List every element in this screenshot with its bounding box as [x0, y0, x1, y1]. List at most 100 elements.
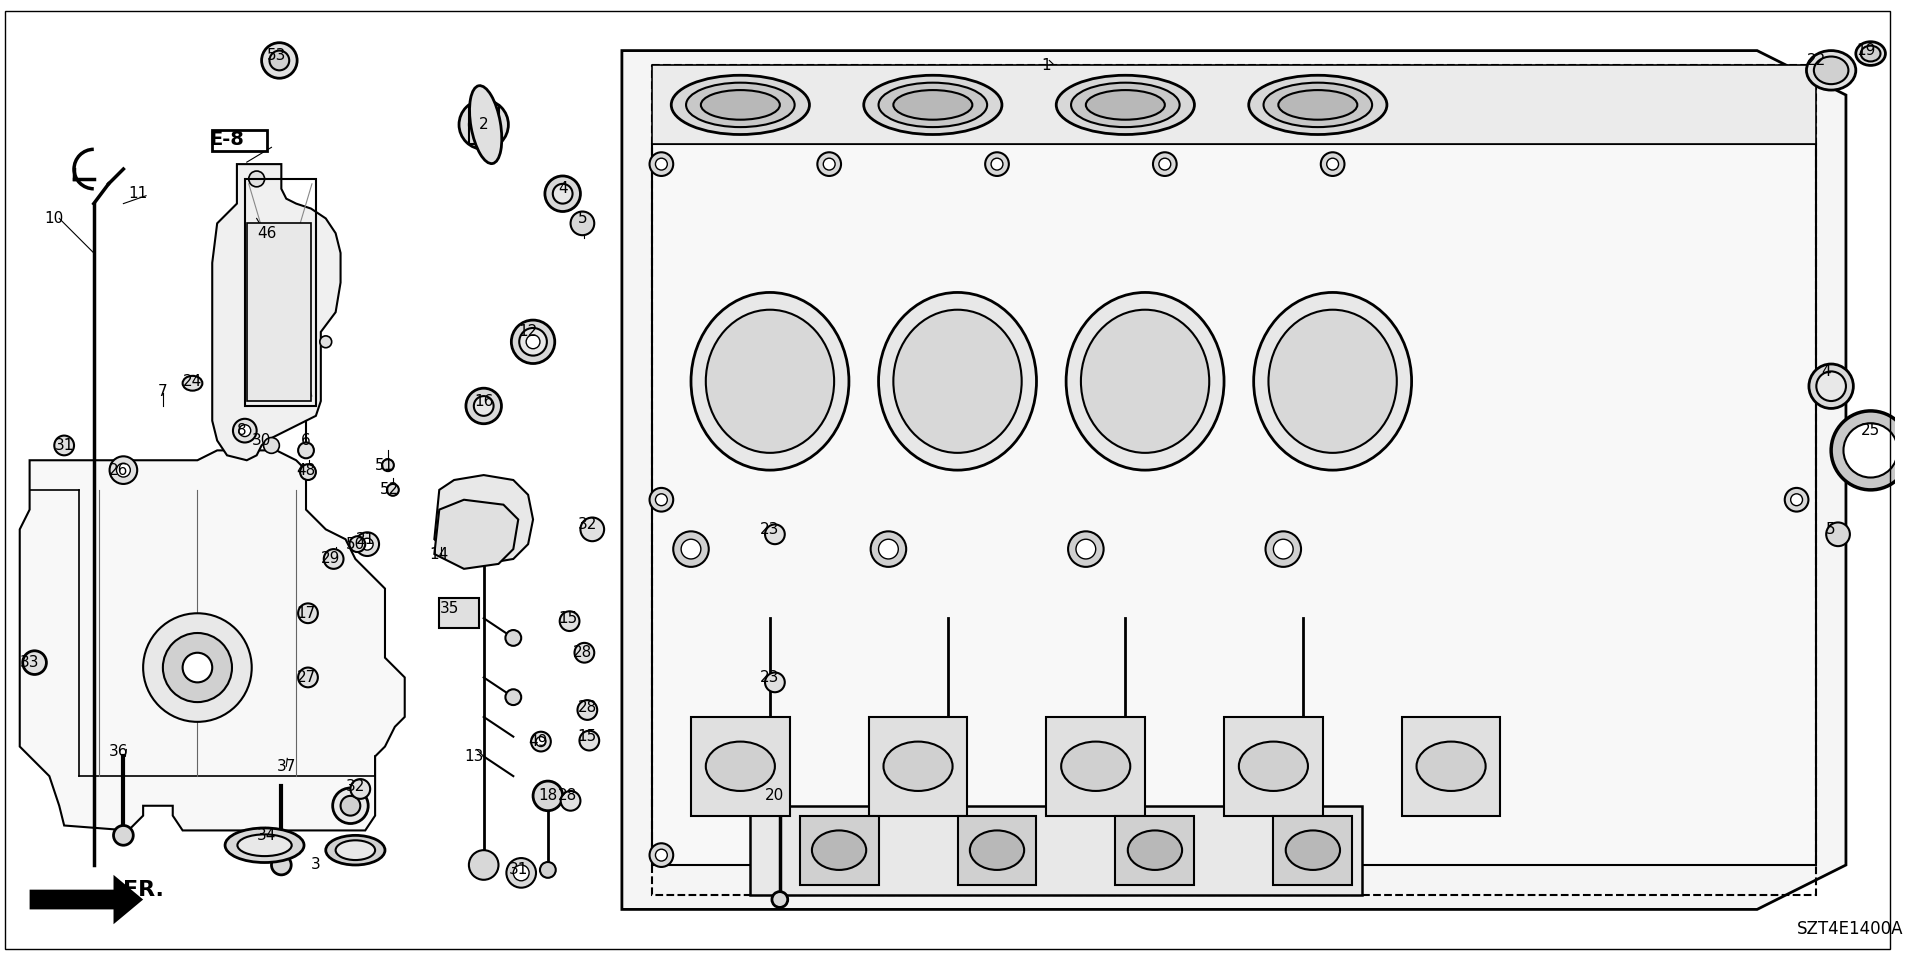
Circle shape [163, 633, 232, 702]
Circle shape [534, 781, 563, 810]
Text: 31: 31 [509, 862, 528, 877]
Bar [691, 717, 789, 816]
Text: FR.: FR. [123, 879, 165, 900]
Ellipse shape [1843, 423, 1897, 477]
Circle shape [870, 531, 906, 566]
Circle shape [505, 630, 520, 646]
Text: 17: 17 [296, 606, 315, 621]
Text: 50: 50 [346, 537, 365, 552]
Ellipse shape [864, 75, 1002, 134]
Polygon shape [29, 875, 144, 924]
Circle shape [355, 532, 378, 556]
Text: 19: 19 [1857, 43, 1876, 59]
Bar [799, 816, 879, 885]
Text: 34: 34 [257, 828, 276, 843]
Text: 1: 1 [1041, 58, 1050, 73]
Circle shape [113, 826, 132, 845]
Ellipse shape [691, 293, 849, 470]
Bar [1046, 717, 1144, 816]
Circle shape [109, 456, 136, 484]
Text: 5: 5 [1826, 522, 1836, 537]
Text: 22: 22 [1807, 53, 1826, 68]
Polygon shape [434, 500, 518, 569]
Ellipse shape [1816, 372, 1845, 401]
Circle shape [144, 613, 252, 722]
Ellipse shape [1814, 57, 1849, 84]
Circle shape [271, 855, 292, 875]
Circle shape [574, 643, 595, 662]
Ellipse shape [182, 376, 202, 391]
Circle shape [263, 438, 278, 453]
Text: 33: 33 [19, 655, 40, 670]
Circle shape [545, 176, 580, 211]
Ellipse shape [893, 310, 1021, 453]
Circle shape [507, 858, 536, 888]
Circle shape [1791, 493, 1803, 506]
Text: E-8: E-8 [209, 130, 244, 149]
Circle shape [674, 531, 708, 566]
Ellipse shape [326, 835, 386, 865]
Circle shape [561, 612, 580, 631]
Ellipse shape [1238, 741, 1308, 791]
Circle shape [1321, 153, 1344, 176]
Text: 35: 35 [440, 601, 459, 615]
Circle shape [570, 211, 595, 235]
Bar [246, 179, 317, 406]
Circle shape [1154, 153, 1177, 176]
Text: 5: 5 [578, 211, 588, 226]
Circle shape [991, 850, 1002, 861]
Ellipse shape [336, 840, 374, 860]
Bar [1225, 717, 1323, 816]
Text: 25: 25 [1860, 423, 1880, 438]
Circle shape [772, 892, 787, 907]
Circle shape [580, 517, 605, 541]
Circle shape [459, 100, 509, 150]
Circle shape [1327, 158, 1338, 170]
Text: 32: 32 [346, 779, 365, 794]
Ellipse shape [1254, 293, 1411, 470]
Ellipse shape [1857, 41, 1885, 65]
Circle shape [332, 788, 369, 824]
Circle shape [1273, 540, 1294, 559]
Circle shape [468, 109, 499, 139]
Text: 37: 37 [276, 758, 296, 774]
Circle shape [468, 851, 499, 879]
Text: 31: 31 [54, 438, 73, 453]
Circle shape [340, 796, 361, 816]
Circle shape [553, 184, 572, 204]
Bar [248, 224, 311, 401]
Text: 4: 4 [1822, 364, 1832, 379]
Circle shape [655, 158, 668, 170]
Text: 28: 28 [572, 645, 591, 660]
Circle shape [991, 158, 1002, 170]
Text: 52: 52 [380, 482, 399, 497]
Circle shape [649, 843, 674, 867]
Text: 30: 30 [252, 433, 271, 448]
Circle shape [1075, 540, 1096, 559]
Circle shape [532, 732, 551, 752]
Ellipse shape [225, 828, 303, 862]
Text: 27: 27 [296, 670, 315, 684]
Circle shape [536, 736, 545, 747]
Circle shape [1265, 531, 1302, 566]
Circle shape [526, 335, 540, 348]
Ellipse shape [1417, 741, 1486, 791]
Circle shape [578, 700, 597, 720]
Text: 16: 16 [474, 394, 493, 409]
Text: 48: 48 [296, 463, 315, 478]
Ellipse shape [1248, 75, 1386, 134]
Ellipse shape [883, 741, 952, 791]
Circle shape [818, 153, 841, 176]
Circle shape [540, 862, 555, 877]
Circle shape [23, 651, 46, 675]
Ellipse shape [879, 83, 987, 127]
Bar [213, 130, 267, 152]
Text: 53: 53 [267, 48, 286, 63]
Circle shape [388, 484, 399, 495]
Bar [868, 717, 968, 816]
Text: 2: 2 [478, 117, 488, 132]
Circle shape [649, 488, 674, 512]
Ellipse shape [707, 310, 833, 453]
Text: 23: 23 [760, 522, 780, 537]
Circle shape [1327, 850, 1338, 861]
